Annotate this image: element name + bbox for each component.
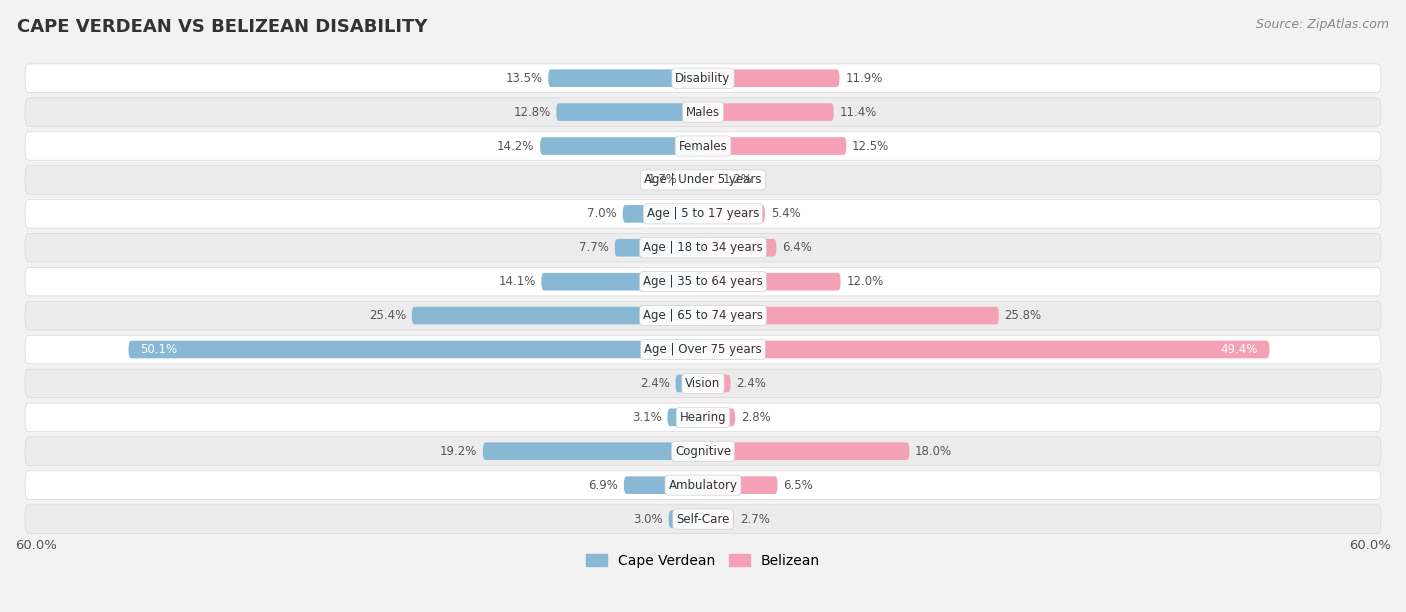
Text: 7.0%: 7.0%: [588, 207, 617, 220]
FancyBboxPatch shape: [25, 335, 1381, 364]
FancyBboxPatch shape: [540, 137, 703, 155]
Text: 18.0%: 18.0%: [915, 445, 952, 458]
FancyBboxPatch shape: [25, 437, 1381, 466]
FancyBboxPatch shape: [25, 505, 1381, 533]
Text: Age | 5 to 17 years: Age | 5 to 17 years: [647, 207, 759, 220]
Text: 13.5%: 13.5%: [505, 72, 543, 84]
Text: Disability: Disability: [675, 72, 731, 84]
Text: 7.7%: 7.7%: [579, 241, 609, 254]
Text: 6.9%: 6.9%: [588, 479, 619, 491]
Text: Age | Over 75 years: Age | Over 75 years: [644, 343, 762, 356]
FancyBboxPatch shape: [624, 476, 703, 494]
Text: Ambulatory: Ambulatory: [668, 479, 738, 491]
Text: 2.8%: 2.8%: [741, 411, 770, 424]
Text: 60.0%: 60.0%: [15, 539, 56, 552]
FancyBboxPatch shape: [128, 341, 703, 358]
Text: 49.4%: 49.4%: [1220, 343, 1258, 356]
FancyBboxPatch shape: [25, 132, 1381, 160]
Text: 3.1%: 3.1%: [631, 411, 662, 424]
Legend: Cape Verdean, Belizean: Cape Verdean, Belizean: [581, 548, 825, 573]
FancyBboxPatch shape: [703, 273, 841, 291]
FancyBboxPatch shape: [25, 200, 1381, 228]
Text: 25.8%: 25.8%: [1004, 309, 1042, 322]
Text: Females: Females: [679, 140, 727, 152]
FancyBboxPatch shape: [25, 301, 1381, 330]
FancyBboxPatch shape: [25, 267, 1381, 296]
FancyBboxPatch shape: [25, 166, 1381, 194]
Text: 12.5%: 12.5%: [852, 140, 890, 152]
Text: Age | 35 to 64 years: Age | 35 to 64 years: [643, 275, 763, 288]
Text: CAPE VERDEAN VS BELIZEAN DISABILITY: CAPE VERDEAN VS BELIZEAN DISABILITY: [17, 18, 427, 36]
Text: 6.5%: 6.5%: [783, 479, 813, 491]
Text: Vision: Vision: [685, 377, 721, 390]
FancyBboxPatch shape: [683, 171, 703, 188]
FancyBboxPatch shape: [548, 69, 703, 87]
Text: 19.2%: 19.2%: [440, 445, 477, 458]
FancyBboxPatch shape: [623, 205, 703, 223]
FancyBboxPatch shape: [703, 341, 1270, 358]
Text: Hearing: Hearing: [679, 411, 727, 424]
Text: 11.9%: 11.9%: [845, 72, 883, 84]
Text: 14.1%: 14.1%: [498, 275, 536, 288]
Text: 1.7%: 1.7%: [648, 173, 678, 187]
Text: Age | 18 to 34 years: Age | 18 to 34 years: [643, 241, 763, 254]
Text: 3.0%: 3.0%: [633, 513, 662, 526]
Text: Males: Males: [686, 106, 720, 119]
FancyBboxPatch shape: [557, 103, 703, 121]
FancyBboxPatch shape: [25, 369, 1381, 398]
Text: 2.4%: 2.4%: [737, 377, 766, 390]
Text: 14.2%: 14.2%: [498, 140, 534, 152]
Text: Self-Care: Self-Care: [676, 513, 730, 526]
Text: Cognitive: Cognitive: [675, 445, 731, 458]
FancyBboxPatch shape: [703, 510, 734, 528]
FancyBboxPatch shape: [669, 510, 703, 528]
Text: 12.0%: 12.0%: [846, 275, 883, 288]
FancyBboxPatch shape: [541, 273, 703, 291]
Text: 50.1%: 50.1%: [141, 343, 177, 356]
FancyBboxPatch shape: [703, 69, 839, 87]
FancyBboxPatch shape: [482, 442, 703, 460]
Text: 25.4%: 25.4%: [368, 309, 406, 322]
FancyBboxPatch shape: [675, 375, 703, 392]
FancyBboxPatch shape: [25, 98, 1381, 126]
Text: 6.4%: 6.4%: [782, 241, 813, 254]
FancyBboxPatch shape: [25, 471, 1381, 499]
FancyBboxPatch shape: [703, 205, 765, 223]
Text: 5.4%: 5.4%: [770, 207, 800, 220]
Text: Age | Under 5 years: Age | Under 5 years: [644, 173, 762, 187]
FancyBboxPatch shape: [703, 171, 717, 188]
FancyBboxPatch shape: [25, 64, 1381, 92]
FancyBboxPatch shape: [703, 375, 731, 392]
Text: Age | 65 to 74 years: Age | 65 to 74 years: [643, 309, 763, 322]
FancyBboxPatch shape: [25, 234, 1381, 262]
Text: 12.8%: 12.8%: [513, 106, 551, 119]
FancyBboxPatch shape: [703, 137, 846, 155]
Text: 1.2%: 1.2%: [723, 173, 752, 187]
Text: 2.4%: 2.4%: [640, 377, 669, 390]
FancyBboxPatch shape: [614, 239, 703, 256]
FancyBboxPatch shape: [668, 408, 703, 426]
Text: 2.7%: 2.7%: [740, 513, 769, 526]
FancyBboxPatch shape: [703, 307, 998, 324]
FancyBboxPatch shape: [703, 476, 778, 494]
FancyBboxPatch shape: [703, 239, 776, 256]
FancyBboxPatch shape: [703, 442, 910, 460]
FancyBboxPatch shape: [412, 307, 703, 324]
Text: Source: ZipAtlas.com: Source: ZipAtlas.com: [1256, 18, 1389, 31]
Text: 11.4%: 11.4%: [839, 106, 877, 119]
FancyBboxPatch shape: [703, 408, 735, 426]
FancyBboxPatch shape: [703, 103, 834, 121]
FancyBboxPatch shape: [25, 403, 1381, 431]
Text: 60.0%: 60.0%: [1350, 539, 1391, 552]
